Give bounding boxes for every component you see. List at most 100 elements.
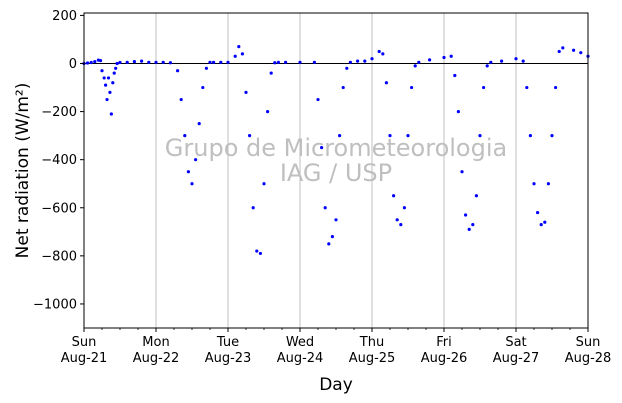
data-point (258, 251, 262, 256)
data-point (348, 60, 352, 64)
data-point (204, 66, 208, 70)
data-point (194, 158, 198, 162)
data-point (248, 134, 252, 138)
data-point (392, 194, 396, 198)
data-point (219, 60, 223, 64)
x-tick-day: Sun (576, 335, 601, 350)
data-point (161, 60, 165, 64)
data-point (168, 61, 172, 65)
data-point (395, 218, 399, 222)
data-point (183, 134, 187, 138)
x-tick-date: Aug-25 (349, 351, 396, 366)
data-point (276, 60, 280, 64)
data-point (212, 60, 216, 64)
data-point (98, 59, 103, 63)
data-point (525, 85, 529, 90)
data-point (140, 59, 144, 63)
data-point (464, 213, 468, 217)
data-point (536, 210, 540, 215)
data-point (179, 97, 183, 102)
y-axis-label: Net radiation (W/m²) (13, 83, 33, 259)
data-point (377, 49, 381, 54)
data-point (428, 58, 432, 62)
data-point (330, 235, 334, 239)
data-point (356, 59, 360, 63)
data-point (402, 206, 406, 210)
data-point (550, 134, 554, 138)
data-point (474, 194, 478, 198)
x-tick-date: Aug-26 (421, 351, 468, 366)
data-point (489, 60, 493, 64)
data-point (417, 60, 421, 64)
x-tick-day: Sun (72, 335, 97, 350)
data-point (125, 60, 129, 64)
data-point (108, 90, 112, 94)
data-point (338, 134, 342, 138)
data-point (112, 71, 116, 75)
data-point (190, 182, 194, 186)
y-tick-label: −600 (41, 201, 77, 216)
x-tick-day: Tue (216, 335, 239, 350)
data-point (240, 52, 244, 56)
data-point (413, 64, 417, 68)
data-point (109, 112, 113, 116)
data-point (334, 218, 338, 222)
data-point (482, 85, 486, 90)
data-point (363, 59, 367, 63)
data-point (201, 85, 205, 90)
data-point (147, 60, 151, 64)
data-point (106, 76, 111, 80)
x-tick-date: Aug-28 (565, 351, 612, 366)
data-point (341, 85, 345, 90)
data-point (320, 146, 324, 150)
data-point (406, 134, 410, 138)
data-point (316, 97, 320, 102)
data-point (471, 223, 475, 227)
data-point (312, 60, 316, 64)
data-point (197, 122, 201, 126)
data-point (453, 73, 457, 78)
data-point (500, 59, 504, 63)
data-point (269, 71, 273, 75)
data-point (111, 81, 115, 85)
y-tick-label: 200 (52, 9, 77, 24)
data-point (255, 249, 259, 253)
y-tick-label: 0 (69, 57, 77, 72)
data-point (262, 182, 266, 186)
data-point (384, 81, 388, 85)
data-point (399, 223, 403, 227)
data-point (456, 109, 460, 114)
data-point (478, 134, 482, 138)
data-point (532, 182, 536, 186)
data-point (345, 66, 349, 70)
data-point (543, 220, 547, 224)
data-point (554, 85, 558, 90)
data-point (266, 109, 270, 114)
data-point (102, 76, 106, 80)
y-axis-ticks: 200 0 −200 −400 −600 −800 −1000 (33, 9, 84, 312)
data-point (485, 64, 489, 68)
x-tick-date: Aug-27 (493, 351, 540, 366)
y-tick-label: −200 (41, 105, 77, 120)
data-point (561, 46, 565, 50)
data-point (546, 182, 551, 186)
data-point (226, 60, 230, 64)
x-tick-day: Fri (436, 335, 452, 350)
data-point (273, 61, 277, 65)
data-point (467, 227, 471, 232)
data-point (114, 66, 118, 70)
data-point (323, 206, 327, 210)
data-point (233, 54, 237, 58)
data-point (104, 83, 108, 87)
data-point (388, 134, 392, 138)
data-point (86, 61, 90, 65)
data-point (115, 61, 119, 66)
x-axis-label: Day (319, 375, 353, 395)
data-point (381, 52, 385, 56)
x-tick-date: Aug-24 (277, 351, 324, 366)
x-tick-day: Mon (142, 335, 169, 350)
data-point (186, 170, 190, 174)
data-point (442, 55, 446, 60)
data-point (100, 69, 104, 73)
data-point (118, 60, 122, 65)
